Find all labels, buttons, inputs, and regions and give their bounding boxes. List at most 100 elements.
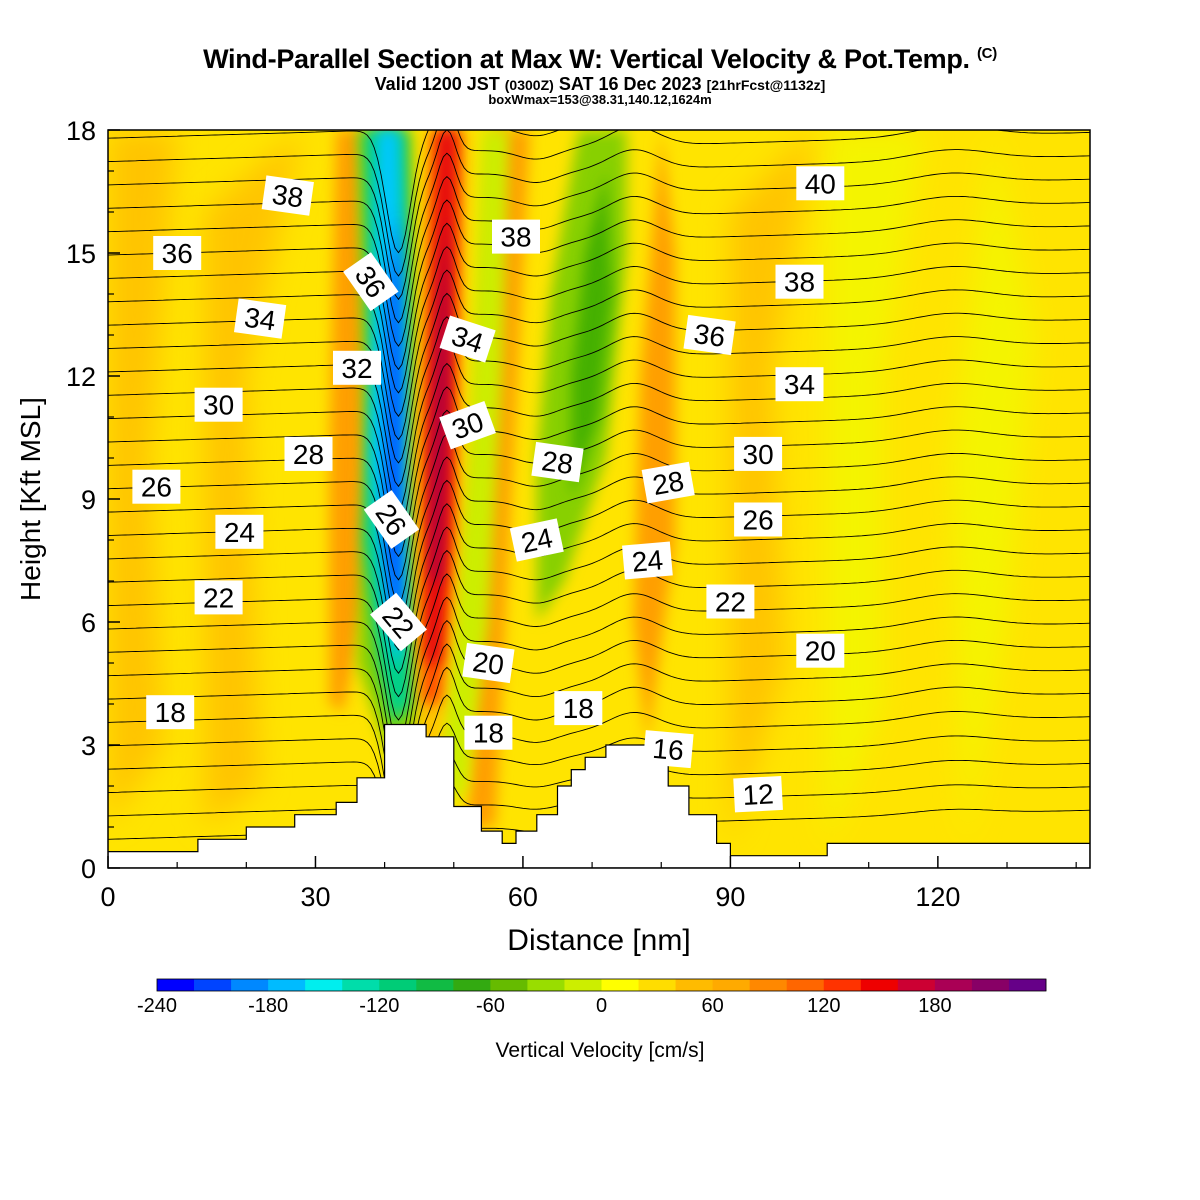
isentrope-line (108, 362, 1090, 534)
theta-label-text: 38 (784, 267, 815, 298)
theta-label: 24 (622, 541, 673, 580)
theta-label-box (775, 264, 824, 299)
theta-label-text: 20 (805, 636, 836, 667)
theta-label: 38 (492, 219, 540, 254)
theta-label-box (642, 730, 694, 769)
colorbar-swatch (379, 979, 417, 991)
isentrope-line (108, 596, 1090, 768)
theta-label-box (261, 175, 314, 216)
y-tick-label: 18 (66, 116, 96, 146)
theta-label: 34 (439, 315, 496, 363)
theta-label: 30 (194, 387, 243, 422)
y-tick-label: 9 (81, 485, 96, 515)
theta-label: 28 (531, 441, 584, 483)
theta-label-box (233, 298, 287, 339)
colorbar-label: Vertical Velocity [cm/s] (496, 1039, 705, 1062)
terrain (108, 723, 1090, 868)
theta-label-box (439, 401, 496, 450)
colorbar-swatch (453, 979, 491, 991)
theta-label: 28 (641, 461, 695, 504)
isentrope-line (108, 456, 1090, 628)
x-tick-label: 0 (100, 882, 115, 912)
colorbar-swatch (749, 979, 788, 991)
theta-label-text: 34 (784, 369, 815, 400)
x-tick-label: 90 (715, 882, 745, 912)
colorbar-tick-label: -180 (248, 995, 288, 1017)
colorbar-swatch (194, 979, 232, 991)
theta-label: 12 (733, 775, 783, 813)
isentrope-line (108, 573, 1090, 745)
theta-label-box (333, 350, 381, 385)
theta-label: 38 (261, 175, 314, 216)
isentrope-line (108, 316, 1090, 488)
theta-label-box (622, 541, 673, 580)
theta-label: 32 (333, 350, 381, 385)
x-axis-label: Distance [nm] (507, 924, 690, 957)
x-tick-label: 30 (300, 882, 330, 912)
theta-label-text: 28 (293, 439, 324, 470)
colorbar-tick-label: -240 (137, 995, 177, 1017)
theta-label: 20 (462, 642, 515, 684)
isentrope-line (108, 643, 1090, 815)
isentrope-line (108, 175, 1090, 347)
theta-label-text: 40 (805, 168, 836, 199)
theta-label-box (439, 315, 496, 363)
theta-label-text: 26 (141, 472, 172, 503)
isentrope-line (108, 130, 561, 254)
theta-label: 26 (132, 469, 181, 504)
isentrope-line (108, 199, 1090, 371)
velocity-region-7 (633, 130, 676, 745)
theta-label: 18 (464, 715, 513, 750)
theta-label: 18 (554, 691, 603, 726)
theta-label-box (796, 633, 845, 668)
theta-label-box (509, 518, 564, 562)
colorbar-tick-label: 180 (918, 995, 951, 1017)
y-axis-label: Height [Kft MSL] (15, 397, 46, 601)
valid-time: Valid 1200 JST (0300Z) SAT 16 Dec 2023 [… (374, 74, 826, 94)
colorbar-tick-label: -120 (359, 995, 399, 1017)
colorbar-swatch (268, 979, 306, 991)
colorbar-swatch (527, 979, 565, 991)
theta-label-box (492, 219, 540, 254)
theta-label-box (153, 236, 202, 270)
colorbar-swatch (157, 979, 195, 991)
theta-label: 24 (509, 518, 564, 562)
colorbar-swatch (675, 979, 714, 991)
y-tick-label: 3 (81, 731, 96, 761)
theta-label-text: 32 (341, 353, 372, 384)
theta-label: 40 (796, 166, 845, 201)
isentrope-line (108, 130, 1090, 277)
theta-label-box (132, 469, 181, 504)
theta-label: 22 (706, 584, 755, 619)
isentrope-line (108, 222, 1090, 394)
theta-label-text: 30 (203, 390, 234, 421)
velocity-region-10 (571, 171, 613, 499)
theta-label: 30 (734, 436, 783, 471)
isentrope-line (108, 292, 1090, 464)
theta-label-text: 24 (224, 517, 255, 548)
colorbar-tick-label: 60 (701, 995, 723, 1017)
colorbar-swatch (638, 979, 676, 991)
theta-label-box (554, 691, 603, 726)
colorbar-tick-label: 0 (596, 995, 607, 1017)
theta-label: 18 (146, 695, 195, 730)
theta-label-box (796, 166, 845, 201)
theta-label-text: 18 (563, 693, 594, 724)
colorbar-swatch (934, 979, 973, 991)
isentrope-line (108, 409, 1090, 581)
velocity-region-4 (730, 130, 814, 848)
vertical-velocity-field (108, 130, 1090, 868)
colorbar-swatch (823, 979, 862, 991)
theta-label-text: 20 (471, 646, 506, 681)
theta-label-text: 26 (743, 505, 774, 536)
x-tick-label: 60 (508, 882, 538, 912)
colorbar-swatch (897, 979, 936, 991)
theta-label-text: 24 (518, 522, 555, 559)
colorbar-swatch (601, 979, 639, 991)
colorbar-swatch (971, 979, 1010, 991)
theta-label-text: 18 (155, 697, 186, 728)
chart-title: Wind-Parallel Section at Max W: Vertical… (203, 44, 997, 74)
colorbar-swatch (564, 979, 602, 991)
theta-label: 28 (284, 436, 333, 471)
theta-label-text: 28 (540, 445, 575, 480)
